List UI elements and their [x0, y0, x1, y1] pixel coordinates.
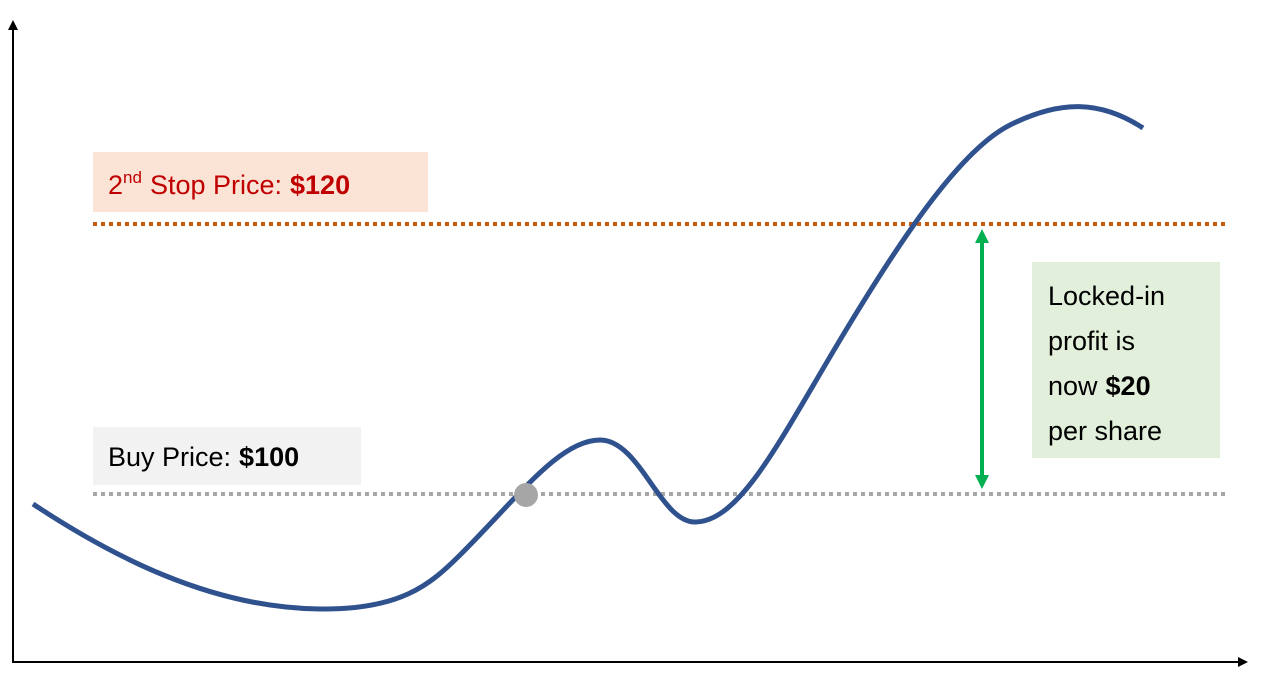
stop-label-box — [93, 152, 428, 212]
profit-note-box — [1032, 262, 1220, 458]
buy-value: $100 — [239, 442, 299, 472]
profit-note-text: Locked-in — [1048, 281, 1165, 311]
profit-note-line: profit is — [1048, 326, 1135, 356]
buy-text: Buy Price: — [108, 442, 231, 472]
profit-note-line: now $20 — [1048, 371, 1151, 401]
profit-note: Locked-in profit is now $20 per share — [1048, 281, 1165, 446]
profit-note-text: per share — [1048, 416, 1162, 446]
profit-note-value: $20 — [1106, 371, 1151, 401]
profit-note-text: now — [1048, 371, 1098, 401]
stop-text: Stop Price: — [150, 170, 282, 200]
price-curve — [31, 104, 1145, 612]
buy-point — [514, 483, 538, 507]
stop-ordinal-suffix: nd — [123, 168, 142, 187]
buy-label: Buy Price: $100 — [108, 442, 299, 472]
profit-note-line: Locked-in — [1048, 281, 1165, 311]
profit-note-line: per share — [1048, 416, 1162, 446]
buy-label-box — [93, 427, 361, 485]
stop-label: 2nd Stop Price: $120 — [108, 168, 350, 200]
stop-value: $120 — [290, 170, 350, 200]
stop-ordinal: 2 — [108, 170, 123, 200]
profit-note-text: profit is — [1048, 326, 1135, 356]
